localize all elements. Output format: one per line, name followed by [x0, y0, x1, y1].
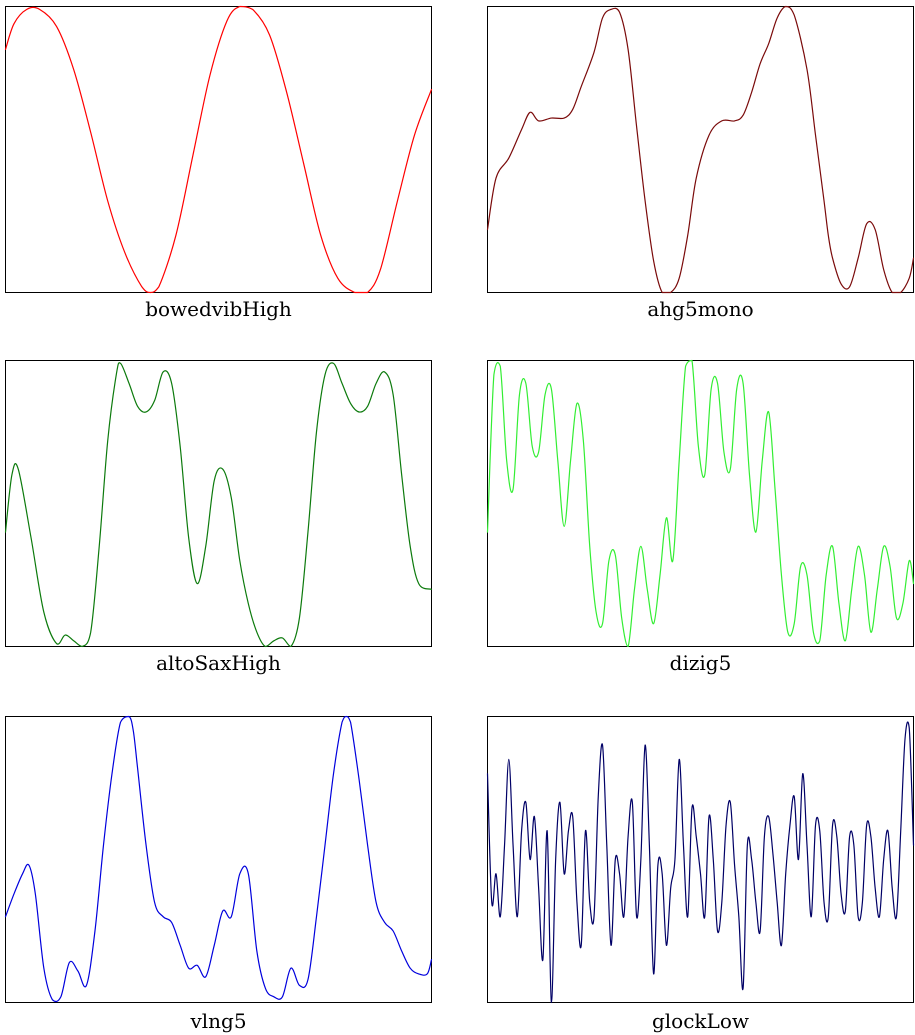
waveform-line	[4, 715, 433, 1003]
waveform-line	[4, 5, 433, 294]
plot-frame	[5, 360, 432, 647]
panel-caption: ahg5mono	[647, 297, 753, 321]
panel-caption: altoSaxHigh	[156, 651, 281, 675]
waveform-marks	[4, 715, 433, 1003]
plot-frame	[487, 6, 914, 293]
panel-glocklow: glockLow	[486, 716, 915, 1033]
waveform-marks	[486, 5, 915, 294]
panel-vlng5: vlng5	[4, 715, 433, 1033]
waveform-marks	[4, 362, 433, 648]
plot-frame	[487, 716, 914, 1003]
waveform-line	[486, 721, 915, 1004]
panel-caption: bowedvibHigh	[145, 297, 292, 321]
waveform-line	[486, 359, 915, 648]
waveform-marks	[486, 359, 915, 648]
plot-frame	[5, 6, 432, 293]
waveform-marks	[486, 721, 915, 1004]
panel-dizig5: dizig5	[486, 359, 915, 675]
plot-frame	[5, 716, 432, 1003]
panel-caption: glockLow	[652, 1009, 749, 1033]
waveform-marks	[4, 5, 433, 294]
panel-ahg5mono: ahg5mono	[486, 5, 915, 321]
waveform-line	[4, 362, 433, 648]
panel-caption: dizig5	[670, 651, 732, 675]
panel-bowedvibhigh: bowedvibHigh	[4, 5, 433, 321]
panel-caption: vlng5	[189, 1009, 246, 1033]
waveform-line	[486, 5, 915, 294]
panel-altosaxhigh: altoSaxHigh	[4, 360, 433, 675]
plot-frame	[487, 360, 914, 647]
